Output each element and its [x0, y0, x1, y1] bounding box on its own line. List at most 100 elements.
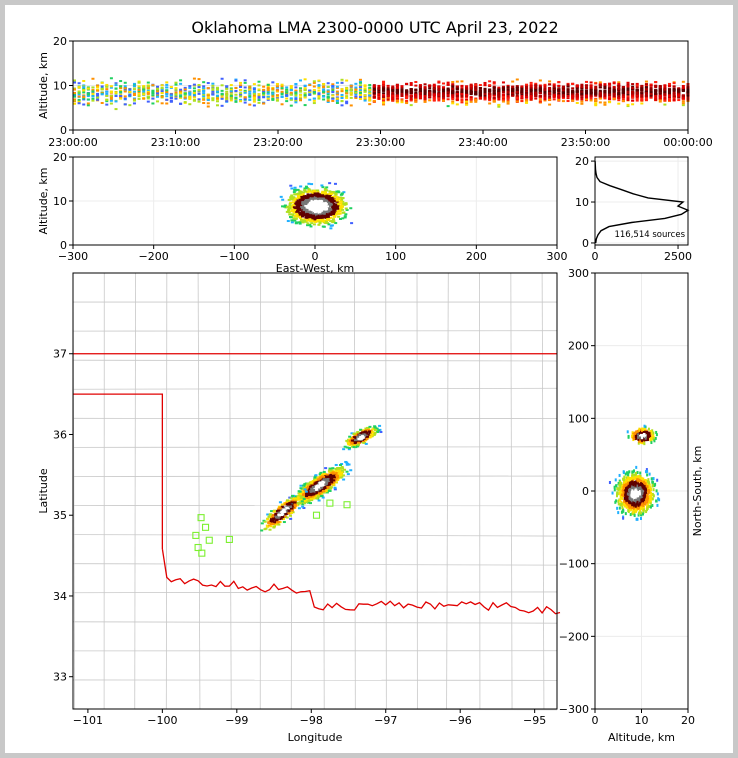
source-pixel — [483, 81, 487, 84]
source-pixel — [296, 203, 300, 206]
source-pixel — [515, 100, 519, 103]
source-pixel — [327, 470, 331, 473]
source-pixel — [525, 83, 529, 86]
source-pixel — [548, 91, 552, 94]
source-pixel — [179, 82, 183, 85]
source-pixel — [548, 97, 552, 100]
source-pixel — [294, 94, 298, 97]
source-pixel — [234, 93, 238, 96]
source-pixel — [169, 86, 173, 89]
source-pixel — [506, 94, 510, 97]
source-pixel — [566, 93, 570, 96]
source-pixel — [326, 89, 330, 92]
source-pixel — [358, 87, 362, 90]
source-pixel — [534, 89, 538, 92]
source-pixel — [548, 83, 552, 86]
source-pixel — [305, 201, 309, 204]
source-pixel — [77, 93, 81, 96]
source-pixel — [165, 98, 169, 101]
source-pixel — [303, 219, 307, 222]
source-pixel — [202, 92, 206, 95]
source-pixel — [640, 99, 644, 102]
source-pixel — [525, 87, 529, 90]
source-pixel — [298, 501, 302, 504]
source-pixel — [460, 92, 464, 95]
source-pixel — [354, 96, 358, 99]
source-pixel — [77, 95, 81, 98]
source-pixel — [314, 199, 318, 202]
source-pixel — [626, 90, 630, 93]
source-pixel — [335, 97, 339, 100]
source-pixel — [341, 208, 345, 211]
altitude-profile-line — [594, 161, 690, 244]
source-pixel — [308, 90, 312, 93]
source-pixel — [631, 92, 635, 95]
source-pixel — [96, 86, 100, 89]
source-pixel — [395, 94, 399, 97]
source-pixel — [331, 99, 335, 102]
source-pixel — [658, 86, 662, 89]
source-pixel — [280, 103, 284, 106]
source-pixel — [239, 100, 243, 103]
source-pixel — [492, 81, 496, 84]
source-pixel — [543, 96, 547, 99]
source-pixel — [663, 103, 667, 106]
source-pixel — [211, 89, 215, 92]
source-pixel — [342, 211, 346, 214]
source-pixel — [179, 92, 183, 95]
source-pixel — [451, 87, 455, 90]
source-pixel — [105, 85, 109, 88]
source-pixel — [285, 91, 289, 94]
source-pixel — [324, 221, 328, 224]
source-pixel — [345, 95, 349, 98]
source-pixel — [286, 205, 290, 208]
source-pixel — [285, 88, 289, 91]
source-pixel — [337, 473, 341, 476]
source-pixel — [296, 213, 300, 216]
source-pixel — [188, 93, 192, 96]
source-pixel — [91, 99, 95, 102]
source-pixel — [329, 469, 333, 472]
source-pixel — [325, 217, 329, 220]
x-tick-label: 23:10:00 — [151, 136, 200, 149]
source-pixel — [257, 93, 261, 96]
source-pixel — [301, 201, 305, 204]
source-pixel — [432, 99, 436, 102]
source-pixel — [322, 220, 326, 223]
source-pixel — [580, 83, 584, 86]
source-pixel — [520, 93, 524, 96]
source-pixel — [423, 93, 427, 96]
source-pixel — [617, 81, 621, 84]
source-pixel — [405, 90, 409, 93]
source-pixel — [644, 86, 648, 89]
source-pixel — [331, 85, 335, 88]
source-pixel — [608, 91, 612, 94]
source-pixel — [295, 205, 299, 208]
source-pixel — [681, 98, 685, 101]
source-pixel — [488, 94, 492, 97]
source-pixel — [506, 84, 510, 87]
source-pixel — [156, 92, 160, 95]
source-pixel — [310, 210, 314, 213]
source-pixel — [339, 206, 343, 209]
source-pixel — [677, 92, 681, 95]
source-pixel — [538, 98, 542, 101]
source-pixel — [649, 83, 653, 86]
source-pixel — [589, 99, 593, 102]
source-pixel — [654, 95, 658, 98]
source-pixel — [326, 85, 330, 88]
county-line — [72, 387, 558, 390]
source-pixel — [288, 202, 292, 205]
source-pixel — [612, 92, 616, 95]
source-pixel — [293, 219, 297, 222]
source-pixel — [317, 84, 321, 87]
x-tick-label: 100 — [385, 250, 406, 263]
source-pixel — [248, 103, 252, 106]
source-pixel — [202, 90, 206, 93]
source-pixel — [608, 86, 612, 89]
source-pixel — [552, 94, 556, 97]
source-pixel — [414, 80, 418, 83]
source-pixel — [455, 99, 459, 102]
source-pixel — [329, 210, 333, 213]
